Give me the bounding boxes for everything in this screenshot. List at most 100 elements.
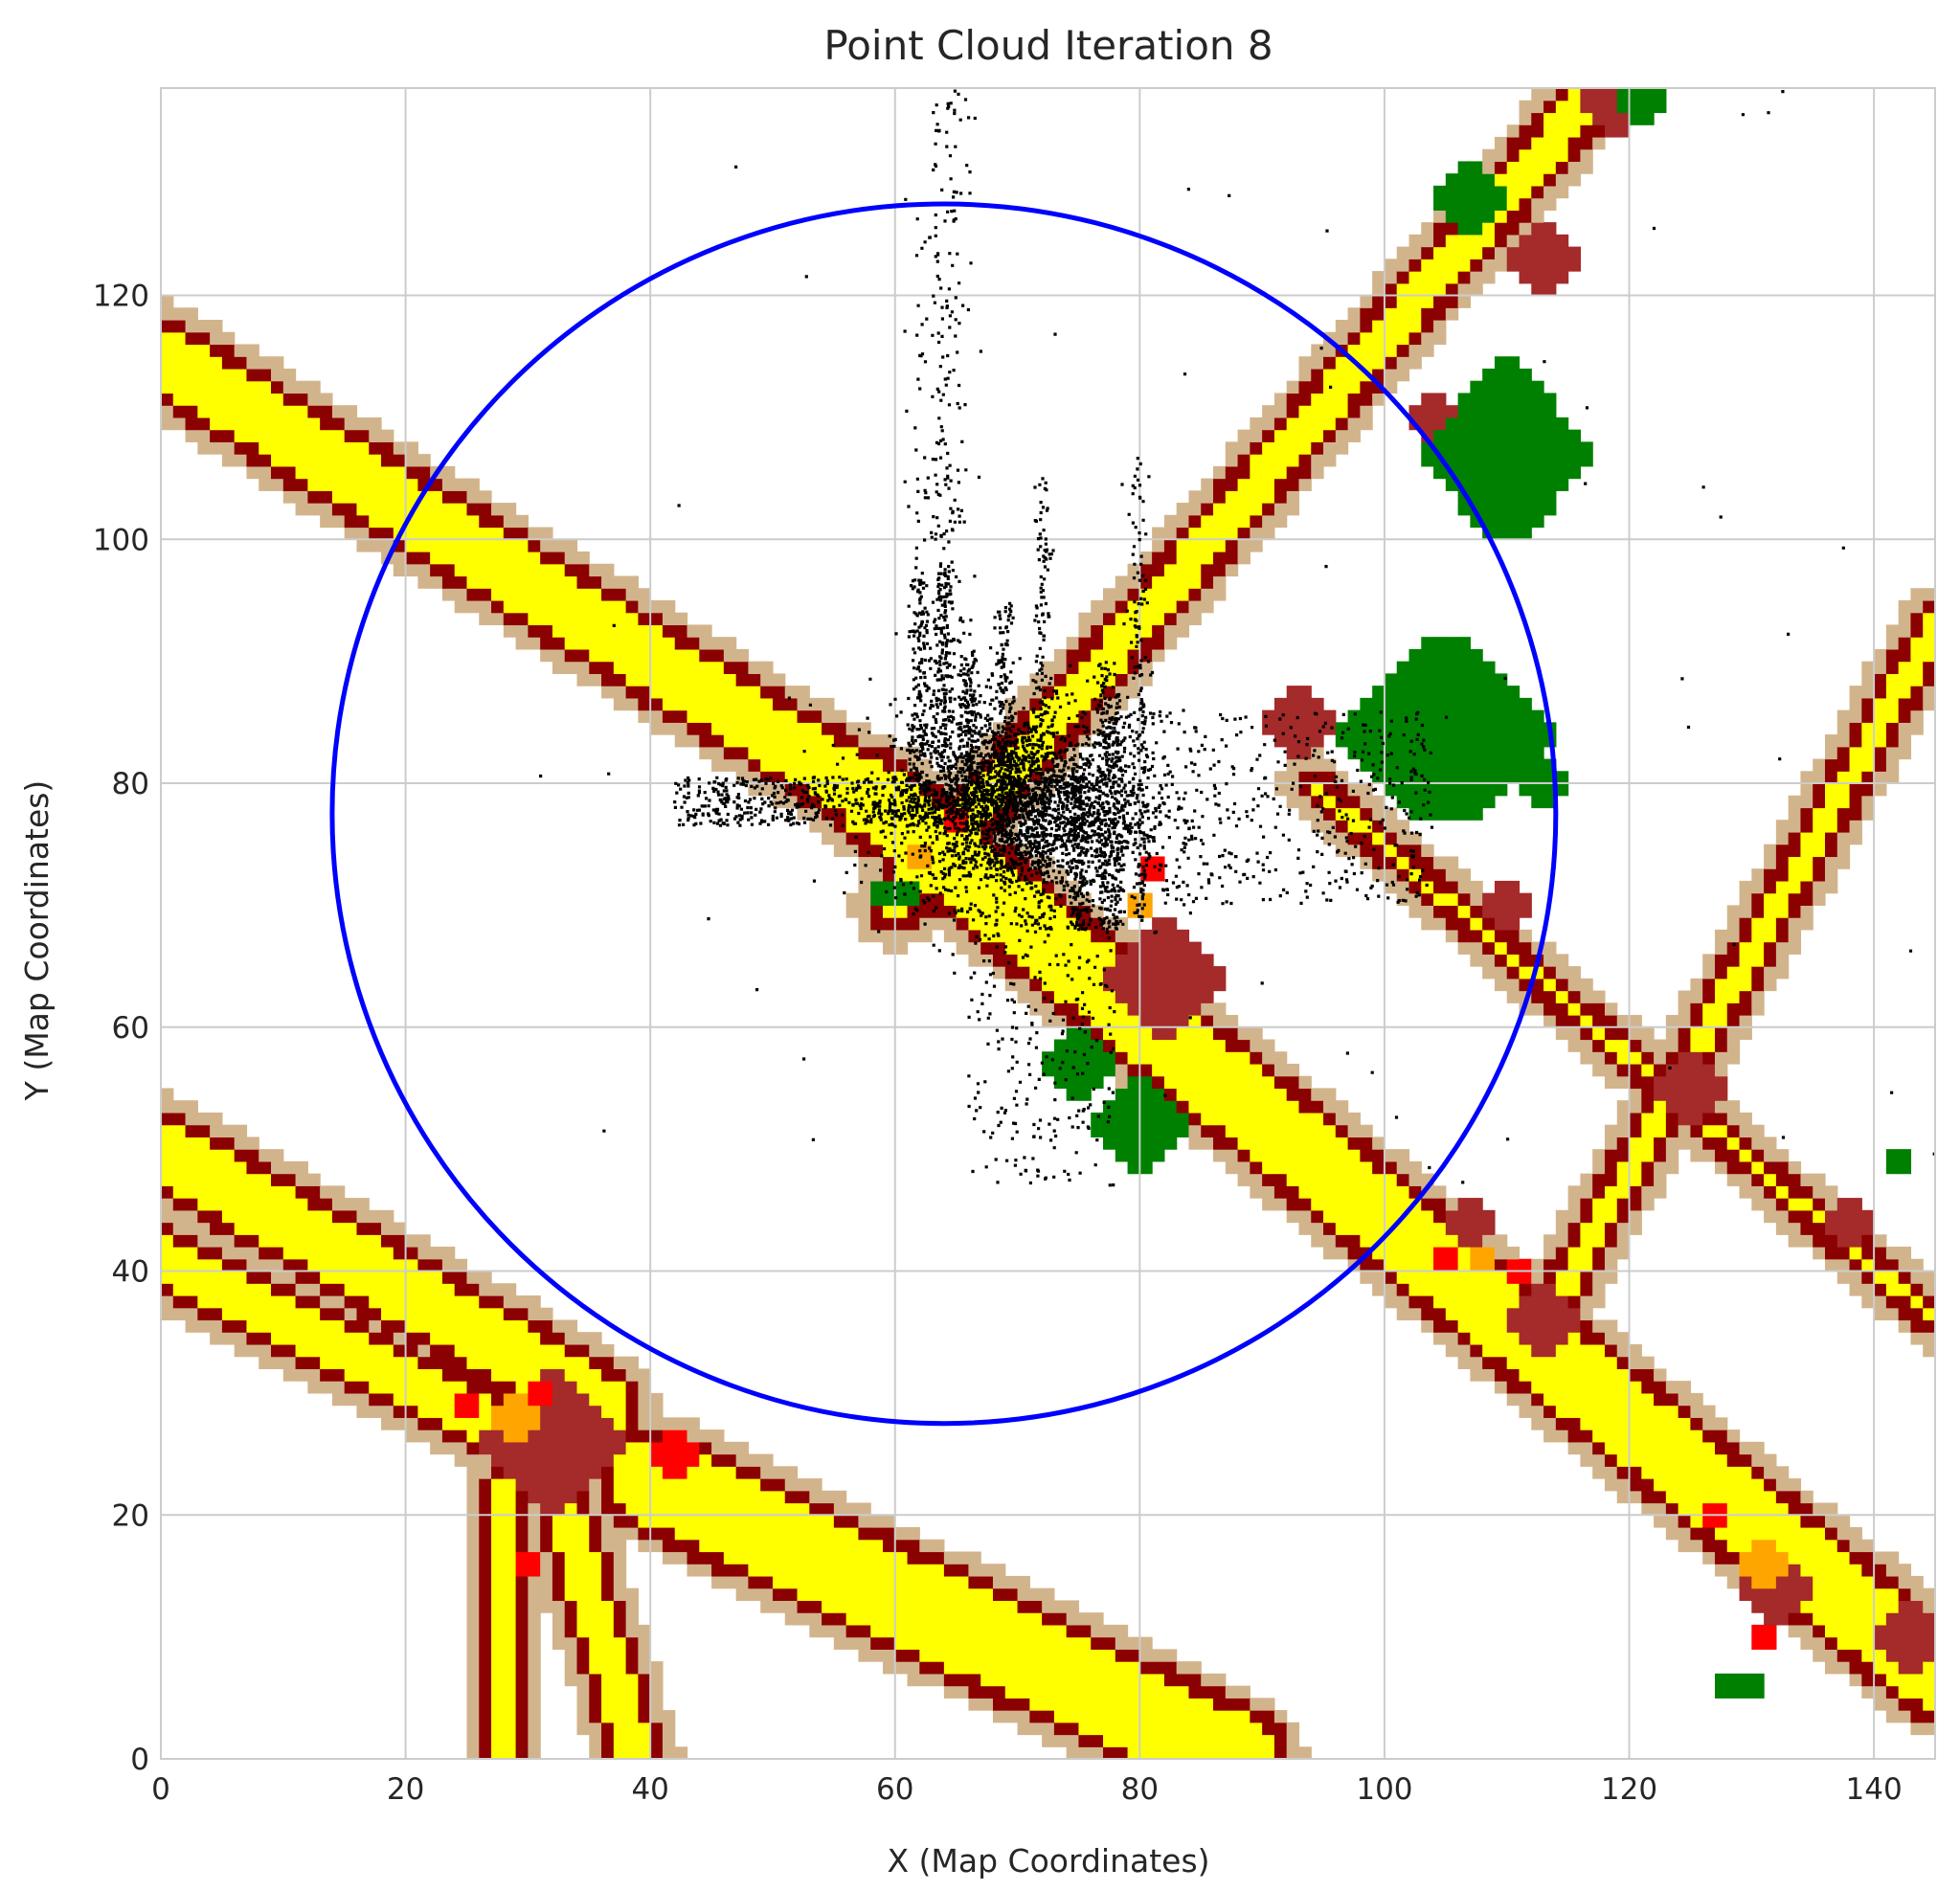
map-cell-sidewalk bbox=[613, 686, 627, 711]
map-cell-sidewalk bbox=[601, 1343, 615, 1358]
map-cell-sidewalk bbox=[234, 1124, 248, 1150]
map-cell-sidewalk bbox=[1078, 612, 1092, 638]
map-cell-sidewalk bbox=[784, 1600, 799, 1626]
map-cell-sidewalk bbox=[638, 709, 651, 723]
map-cell-road-edge bbox=[625, 1515, 639, 1528]
map-cell-road-edge bbox=[1592, 1247, 1606, 1272]
map-cell-sidewalk bbox=[625, 1526, 639, 1541]
map-cell-road-edge bbox=[1885, 1685, 1900, 1699]
map-cell-sidewalk bbox=[1298, 758, 1312, 772]
map-cell-sidewalk bbox=[1726, 905, 1741, 943]
map-cell-road bbox=[1237, 1710, 1250, 1760]
map-cell-sidewalk bbox=[1237, 429, 1250, 455]
map-cell-road bbox=[1898, 661, 1912, 699]
map-cell-road bbox=[1910, 1294, 1924, 1309]
map-cell-road-edge bbox=[356, 1381, 370, 1394]
map-cell-road-edge bbox=[1360, 307, 1373, 333]
map-cell-marker-orange bbox=[528, 1405, 541, 1430]
map-cell-sidewalk bbox=[822, 1624, 835, 1638]
overlay-layer bbox=[329, 201, 1559, 1427]
map-cell-vegetation bbox=[1152, 1088, 1165, 1162]
map-cell-road bbox=[1323, 368, 1337, 431]
map-cell-road-edge bbox=[1519, 124, 1532, 150]
map-cell-sidewalk bbox=[723, 637, 737, 663]
map-cell-road-edge bbox=[1751, 892, 1765, 918]
map-cell-road-edge bbox=[172, 1294, 187, 1309]
map-cell-road-edge bbox=[161, 393, 174, 406]
map-cell-sidewalk bbox=[1372, 1271, 1386, 1296]
map-cell-sidewalk bbox=[1861, 795, 1875, 821]
map-cell-road bbox=[1091, 1649, 1104, 1736]
map-cell-road-edge bbox=[1616, 1198, 1631, 1224]
map-cell-road-edge bbox=[259, 368, 272, 382]
map-cell-road bbox=[564, 575, 578, 650]
map-cell-road bbox=[601, 1381, 615, 1418]
map-cell-road-edge bbox=[1201, 1015, 1214, 1028]
map-cell-road-edge bbox=[466, 1441, 480, 1455]
map-cell-sidewalk bbox=[405, 441, 418, 467]
map-cell-road bbox=[1273, 1088, 1288, 1175]
map-cell-road-edge bbox=[1078, 637, 1092, 663]
map-cell-road-edge bbox=[1580, 124, 1593, 150]
map-cell-road-edge bbox=[1898, 637, 1912, 663]
map-cell-road-edge bbox=[882, 1636, 896, 1650]
map-cell-road-edge bbox=[1555, 88, 1569, 101]
map-cell-sidewalk bbox=[1115, 1063, 1129, 1090]
map-cell-road-edge bbox=[748, 758, 761, 772]
map-cell-road-edge bbox=[1494, 1258, 1508, 1272]
map-cell-road bbox=[1764, 1173, 1777, 1186]
map-cell-road-edge bbox=[246, 1149, 259, 1175]
map-cell-road bbox=[1360, 1160, 1373, 1248]
map-cell-road-edge bbox=[271, 380, 284, 394]
map-cell-sidewalk bbox=[992, 966, 1006, 979]
map-cell-road bbox=[369, 1343, 382, 1394]
map-cell-road bbox=[1874, 697, 1887, 748]
map-cell-road-edge bbox=[1874, 1283, 1887, 1296]
map-cell-road-edge bbox=[1421, 1198, 1434, 1211]
map-cell-road-edge bbox=[1739, 1160, 1752, 1175]
map-cell-vegetation bbox=[1567, 429, 1581, 480]
map-cell-road-edge bbox=[1384, 356, 1398, 370]
map-cell-road-edge bbox=[772, 1478, 786, 1492]
map-cell-road-edge bbox=[1788, 892, 1802, 918]
map-cell-vegetation bbox=[882, 880, 896, 906]
map-cell-road-edge bbox=[784, 1490, 799, 1504]
map-cell-sidewalk bbox=[1237, 1685, 1250, 1699]
map-cell-sidewalk bbox=[1042, 1587, 1055, 1613]
map-cell-road-edge bbox=[1017, 966, 1030, 979]
map-cell-sidewalk bbox=[1470, 271, 1483, 297]
map-cell-road bbox=[1103, 941, 1116, 967]
map-cell-road-edge bbox=[1714, 1026, 1728, 1052]
map-cell-sidewalk bbox=[1250, 1026, 1263, 1052]
map-cell-intersection bbox=[1286, 686, 1300, 760]
map-cell-road-edge bbox=[1078, 1624, 1092, 1638]
map-cell-road-edge bbox=[919, 892, 933, 918]
map-cell-sidewalk bbox=[282, 1356, 297, 1382]
map-cell-road-edge bbox=[282, 1283, 297, 1296]
map-cell-sidewalk bbox=[943, 1551, 957, 1565]
map-cell-road bbox=[650, 624, 664, 699]
map-cell-road-edge bbox=[1580, 1002, 1593, 1016]
map-cell-road-edge bbox=[564, 1343, 578, 1358]
map-cell-road bbox=[1616, 1039, 1631, 1065]
map-cell-sidewalk bbox=[870, 734, 884, 748]
map-cell-sidewalk bbox=[1923, 588, 1936, 601]
map-cell-road-edge bbox=[282, 1343, 297, 1358]
map-cell-sidewalk bbox=[650, 1539, 664, 1553]
map-cell-road-edge bbox=[1494, 222, 1508, 248]
map-cell-sidewalk bbox=[1408, 892, 1422, 918]
map-cell-sidewalk bbox=[711, 637, 725, 650]
map-cell-road bbox=[1849, 1564, 1862, 1650]
map-cell-road-edge bbox=[1714, 954, 1728, 979]
map-cell-vegetation bbox=[1091, 1112, 1104, 1137]
map-cell-road bbox=[466, 1294, 480, 1370]
map-cell-sidewalk bbox=[1494, 136, 1508, 163]
map-cell-intersection bbox=[1457, 1198, 1471, 1248]
map-cell-sidewalk bbox=[894, 1526, 909, 1541]
map-cell-road-edge bbox=[1874, 746, 1887, 772]
map-cell-road bbox=[282, 1294, 297, 1345]
map-cell-road-edge bbox=[466, 1283, 480, 1296]
map-cell-road-edge bbox=[1739, 1137, 1752, 1150]
map-cell-road-edge bbox=[1775, 1490, 1790, 1504]
map-cell-road bbox=[1213, 503, 1227, 552]
